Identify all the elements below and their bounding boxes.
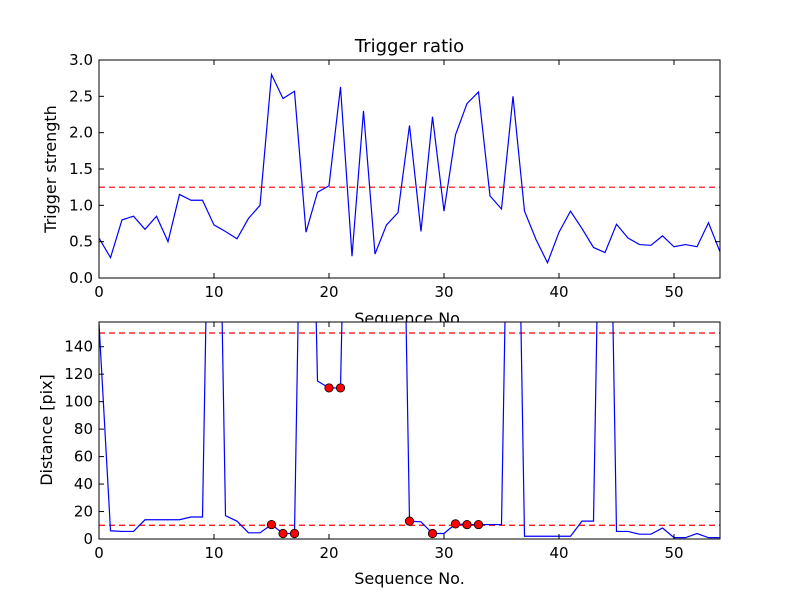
bottom-y-tick-label: 140 bbox=[64, 338, 93, 356]
top-chart-title: Trigger ratio bbox=[354, 36, 464, 57]
top-x-tick-label: 0 bbox=[94, 283, 104, 301]
bottom-y-tick-label: 80 bbox=[74, 420, 93, 438]
bottom-data-point bbox=[324, 383, 334, 393]
bottom-data-point bbox=[266, 519, 277, 530]
bottom-y-tick-label: 100 bbox=[64, 393, 93, 411]
top-y-tick-label: 3.0 bbox=[69, 51, 93, 69]
bottom-chart-panel: 0 10 20 30 40 50 0 20 40 60 80 100 120 140 Sequence N… bbox=[37, 321, 721, 588]
top-y-tick-label: 1.5 bbox=[69, 160, 93, 178]
bottom-data-point bbox=[427, 528, 438, 539]
bottom-y-tick-label: 20 bbox=[74, 503, 93, 521]
top-plot-area bbox=[99, 60, 720, 278]
bottom-data-point bbox=[278, 528, 288, 539]
bottom-x-tick-label: 20 bbox=[319, 544, 338, 562]
bottom-y-axis-label: Distance [pix] bbox=[37, 374, 56, 486]
top-x-tick-label: 40 bbox=[549, 283, 568, 301]
bottom-x-tick-label: 0 bbox=[94, 544, 104, 562]
bottom-x-axis-label: Sequence No. bbox=[354, 569, 465, 588]
top-y-tick-label: 0.5 bbox=[69, 233, 93, 251]
top-chart-panel: 0 10 20 30 40 50 0.0 0.5 1.0 1.5 2.0 2.5 3.0 Trigger… bbox=[41, 36, 721, 328]
bottom-x-tick-label: 30 bbox=[434, 544, 453, 562]
bottom-data-point bbox=[335, 383, 346, 393]
bottom-y-tick-label: 120 bbox=[64, 365, 93, 383]
bottom-x-tick-label: 10 bbox=[204, 544, 223, 562]
bottom-y-tick-label: 0 bbox=[83, 530, 93, 548]
bottom-data-point bbox=[404, 516, 415, 526]
bottom-data-point bbox=[473, 519, 484, 530]
top-y-tick-label: 2.5 bbox=[69, 87, 93, 105]
bottom-x-tick-label: 40 bbox=[549, 544, 568, 562]
bottom-data-point bbox=[462, 519, 472, 530]
top-series-line-0 bbox=[99, 72, 720, 265]
bottom-data-point bbox=[289, 528, 300, 539]
top-x-tick-label: 50 bbox=[664, 283, 683, 301]
top-y-axis-label: Trigger strength bbox=[41, 105, 60, 234]
top-x-tick-label: 10 bbox=[204, 283, 223, 301]
top-y-tick-label: 2.0 bbox=[69, 124, 93, 142]
top-y-tick-label: 1.0 bbox=[69, 196, 93, 214]
bottom-y-tick-label: 60 bbox=[74, 448, 93, 466]
top-x-tick-label: 30 bbox=[434, 283, 453, 301]
bottom-y-tick-label: 40 bbox=[74, 475, 93, 493]
bottom-data-point bbox=[450, 519, 461, 529]
bottom-axes-frame bbox=[98, 321, 721, 540]
top-x-tick-label: 20 bbox=[319, 283, 338, 301]
bottom-x-tick-label: 50 bbox=[664, 544, 683, 562]
top-y-tick-label: 0.0 bbox=[69, 269, 93, 287]
